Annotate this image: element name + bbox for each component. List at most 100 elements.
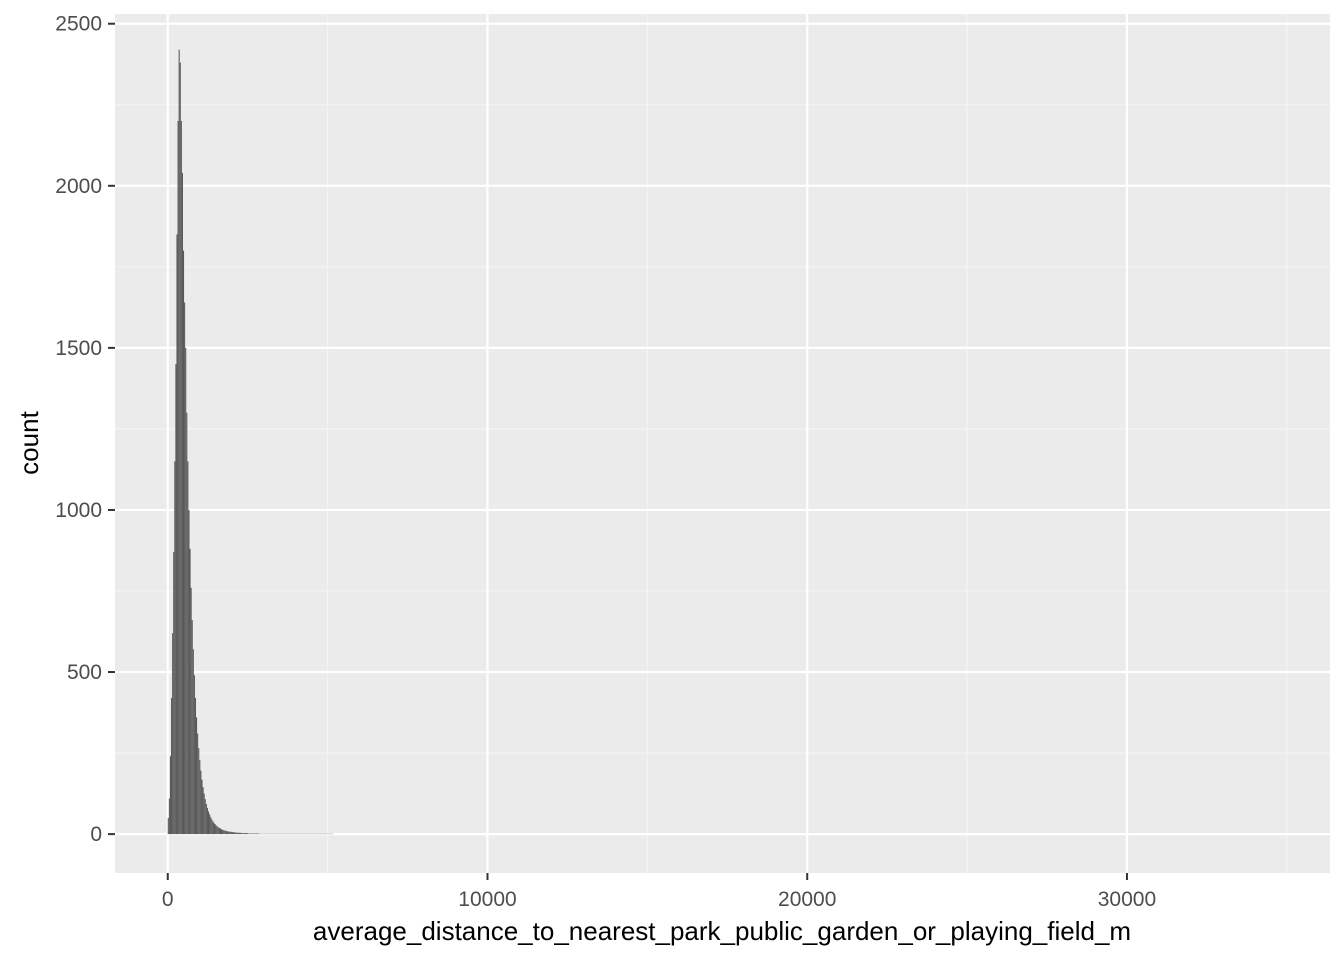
y-tick-label: 2000 (55, 175, 102, 198)
histogram-bar (193, 675, 195, 835)
histogram-bar (236, 832, 238, 835)
histogram-bar (215, 825, 217, 835)
histogram-bar (171, 697, 173, 835)
histogram-bar (179, 62, 181, 835)
histogram-bar (207, 811, 210, 835)
histogram-bar (216, 826, 218, 835)
histogram-bar (253, 833, 255, 835)
histogram-bar (176, 234, 178, 835)
y-tick-label: 2500 (55, 13, 102, 36)
histogram-bar (232, 832, 235, 835)
y-tick-label: 0 (90, 823, 102, 846)
histogram-bar (234, 832, 236, 835)
histogram-bar (244, 833, 247, 835)
histogram-bar (247, 833, 249, 835)
x-tick-label: 30000 (1098, 888, 1156, 911)
histogram-bar (175, 364, 177, 835)
histogram-bar (178, 49, 180, 835)
histogram-bar (214, 824, 216, 835)
histogram-bar (182, 250, 185, 835)
histogram-bar (197, 733, 199, 835)
histogram-bar (254, 833, 256, 835)
histogram-bar (251, 833, 253, 835)
histogram-bar (235, 832, 237, 835)
histogram-bar (194, 697, 197, 835)
histogram-bar (239, 832, 241, 835)
histogram-bar (174, 461, 176, 835)
y-axis-title: count (14, 410, 44, 474)
histogram-bar (196, 717, 198, 835)
histogram-bar (184, 302, 186, 835)
histogram-bar (213, 822, 215, 835)
histogram-bar (249, 833, 251, 835)
histogram-bar (219, 828, 222, 835)
histogram-bar (200, 770, 202, 835)
histogram-bar (202, 787, 204, 835)
histogram-bar (252, 833, 254, 835)
histogram-bar (237, 832, 239, 835)
histogram-bar (173, 552, 175, 835)
histogram-bar (192, 649, 194, 835)
x-axis-ticks: 0 10000 20000 30000 (162, 873, 1156, 911)
histogram-bar (204, 799, 206, 835)
histogram-bar (203, 793, 205, 835)
histogram-bar (187, 461, 189, 835)
histogram-bar (240, 832, 242, 835)
histogram-bar (217, 827, 219, 835)
x-tick-label: 10000 (458, 888, 516, 911)
histogram-bar (227, 831, 229, 835)
histogram-bar (172, 633, 174, 835)
histogram-bar (169, 756, 172, 835)
histogram-bar (190, 587, 192, 835)
y-tick-label: 500 (67, 661, 102, 684)
histogram-bar (218, 827, 220, 835)
histogram-bar (238, 832, 240, 835)
histogram-bar (256, 833, 258, 835)
plot-panel (115, 14, 1330, 873)
y-tick-label: 1000 (55, 499, 102, 522)
histogram-bar (198, 748, 200, 835)
histogram-bar (209, 814, 211, 835)
histogram-bar (181, 172, 183, 835)
histogram-bar (246, 833, 248, 835)
histogram-bar (225, 830, 227, 835)
histogram-bar (229, 831, 231, 835)
histogram-bar (231, 832, 233, 835)
histogram-bar (186, 412, 188, 835)
histogram-bar (212, 821, 214, 835)
minor-gridlines (115, 14, 1330, 873)
histogram-bar (205, 803, 207, 835)
histogram-bar (250, 833, 252, 835)
histogram-bar (199, 760, 201, 835)
histogram-bar (226, 831, 228, 835)
histogram-bar (243, 833, 245, 835)
histogram-bar (168, 798, 170, 835)
histogram-bar (221, 829, 223, 835)
x-axis-title: average_distance_to_nearest_park_public_… (313, 916, 1131, 946)
histogram-bars (167, 49, 333, 835)
histogram-bar (201, 779, 203, 835)
histogram-bar (180, 120, 182, 835)
major-gridlines (115, 14, 1330, 873)
y-tick-label: 1500 (55, 337, 102, 360)
histogram-bar (185, 347, 187, 835)
y-axis-ticks: 0 500 1000 1500 2000 2500 (55, 13, 115, 846)
histogram-bar (222, 829, 224, 835)
histogram-bar (210, 816, 212, 835)
histogram-bar (177, 120, 179, 835)
histogram-bar (230, 831, 232, 835)
histogram-bar (188, 509, 190, 835)
histogram-bar (191, 620, 193, 835)
x-tick-label: 20000 (778, 888, 836, 911)
histogram-bar (223, 830, 225, 835)
histogram-bar (255, 833, 257, 835)
histogram-bar (242, 833, 244, 835)
histogram-bar (228, 831, 230, 835)
histogram-bar (211, 819, 213, 835)
histogram-bar (224, 830, 226, 835)
x-tick-label: 0 (162, 888, 174, 911)
histogram-bar (257, 833, 260, 835)
histogram-bar (241, 833, 243, 835)
histogram-bar (248, 833, 250, 835)
